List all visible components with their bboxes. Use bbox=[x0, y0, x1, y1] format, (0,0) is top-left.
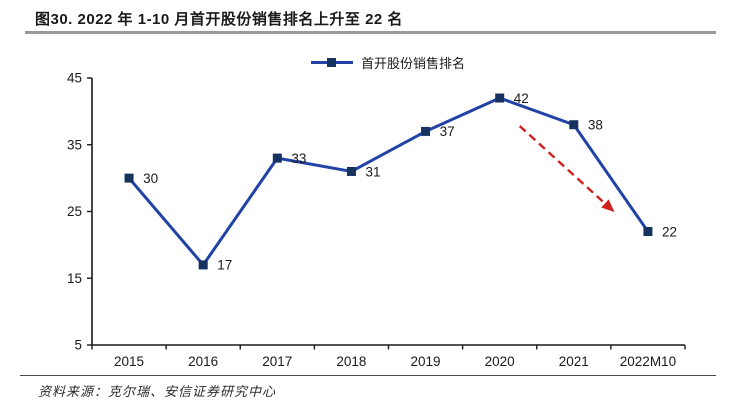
data-label: 22 bbox=[662, 224, 677, 239]
data-point-marker bbox=[569, 120, 579, 130]
series-line bbox=[127, 96, 650, 267]
chart-legend: 首开股份销售排名 bbox=[310, 53, 466, 72]
x-tick-label: 2021 bbox=[559, 354, 589, 369]
data-label: 33 bbox=[291, 151, 306, 166]
figure-title: 图30. 2022 年 1-10 月首开股份销售排名上升至 22 名 bbox=[35, 11, 403, 28]
x-tick-label: 2015 bbox=[114, 354, 144, 369]
data-point-marker bbox=[421, 126, 431, 136]
trend-arrow-shaft bbox=[518, 125, 608, 207]
x-tick-label: 2019 bbox=[411, 354, 441, 369]
x-tick-label: 2016 bbox=[188, 354, 218, 369]
y-tick-label: 15 bbox=[67, 271, 82, 286]
y-tick-label: 45 bbox=[67, 71, 82, 86]
data-point-marker bbox=[198, 260, 208, 270]
data-point-marker bbox=[124, 173, 134, 183]
y-tick-label: 25 bbox=[67, 204, 82, 219]
title-divider bbox=[25, 31, 716, 34]
footer-divider bbox=[20, 375, 716, 376]
legend-square-marker bbox=[326, 58, 336, 67]
data-point-marker bbox=[643, 227, 653, 237]
data-label: 31 bbox=[365, 164, 380, 179]
data-label: 42 bbox=[514, 91, 529, 106]
data-label: 17 bbox=[217, 258, 232, 273]
x-tick-label: 2017 bbox=[262, 354, 292, 369]
data-label: 38 bbox=[588, 118, 603, 133]
data-point-marker bbox=[495, 93, 505, 103]
trend-arrow-head bbox=[601, 199, 615, 213]
data-point-marker bbox=[346, 166, 356, 176]
x-tick-label: 2022M10 bbox=[620, 354, 676, 369]
data-label: 30 bbox=[143, 171, 158, 186]
x-tick-label: 2020 bbox=[485, 354, 515, 369]
y-tick-label: 35 bbox=[67, 137, 82, 152]
y-tick-label: 5 bbox=[74, 338, 82, 353]
source-note: 资料来源：克尔瑞、安信证券研究中心 bbox=[38, 385, 277, 400]
data-label: 37 bbox=[440, 124, 455, 139]
legend-line-marker-icon bbox=[310, 56, 353, 69]
x-tick-label: 2018 bbox=[336, 354, 366, 369]
legend-label: 首开股份销售排名 bbox=[360, 56, 466, 71]
data-point-marker bbox=[272, 153, 282, 163]
